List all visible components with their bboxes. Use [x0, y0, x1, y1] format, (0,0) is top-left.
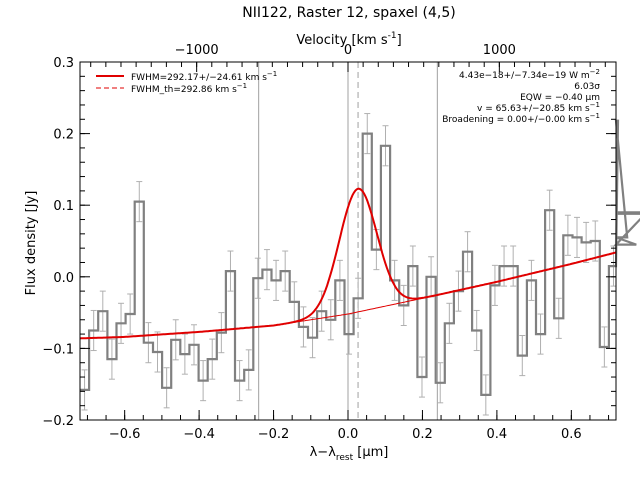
y-axis-label: Flux density [Jy] — [24, 191, 39, 296]
annotation-0: 4.43e−18+/−7.34e−19 W m−2 — [459, 68, 600, 81]
legend-label-0-text: FWHM=292.17+/−24.61 km s — [131, 73, 267, 83]
top-axis-label: Velocity [km s-1] — [296, 31, 401, 48]
x-axis-label: λ−λrest [μm] — [310, 445, 389, 463]
annotation-1-text: 6.03σ — [574, 82, 600, 92]
top-axis-label-close: ] — [397, 33, 402, 48]
annotation-0-text: 4.43e−18+/−7.34e−19 W m — [459, 71, 590, 81]
legend-label-0-sup: −1 — [267, 70, 277, 78]
annotation-2-text: EQW = −0.40 μm — [520, 93, 600, 103]
top-tick-label: 1000 — [483, 43, 516, 58]
y-tick-label: 0.0 — [53, 271, 74, 286]
x-tick-label: 0.4 — [487, 427, 508, 442]
x-tick-label: −0.4 — [183, 427, 215, 442]
y-tick-label: −0.1 — [42, 342, 74, 357]
top-axis-label-text: Velocity [km s — [296, 33, 388, 48]
fit-curves — [79, 187, 617, 340]
y-tick-label: −0.2 — [42, 414, 74, 429]
legend-label-0: FWHM=292.17+/−24.61 km s−1 — [131, 70, 277, 83]
fit-curve — [79, 187, 617, 340]
annotation-4-text: Broadening = 0.00+/−0.00 km s — [442, 115, 590, 125]
y-tick-label: 0.1 — [53, 199, 74, 214]
x-tick-label: 0.2 — [412, 427, 433, 442]
legend: FWHM=292.17+/−24.61 km s−1FWHM_th=292.86… — [96, 70, 277, 95]
annotation-4-sup: −1 — [590, 112, 600, 120]
axes: −0.6 −0.4 −0.2 0.0 0.2 0.4 0.6 −0.2 −0.1 0.0 0.1 0.… — [42, 43, 617, 442]
x-tick-label: −0.6 — [109, 427, 141, 442]
legend-label-1-text: FWHM_th=292.86 km s — [131, 85, 237, 95]
x-axis-label-text: λ−λ — [310, 445, 337, 460]
y-tick-label: 0.2 — [53, 128, 74, 143]
x-tick-label: 0.0 — [338, 427, 359, 442]
top-tick-label: −1000 — [175, 43, 219, 58]
legend-label-1-sup: −1 — [237, 82, 247, 90]
y-tick-label: 0.3 — [53, 56, 74, 71]
annotation-4: Broadening = 0.00+/−0.00 km s−1 — [442, 112, 600, 125]
annotation-0-sup: −2 — [590, 68, 600, 76]
annotation-2: EQW = −0.40 μm — [520, 93, 600, 103]
top-axis-label-sup: -1 — [388, 31, 397, 41]
annotation-3-text: v = 65.63+/−20.85 km s — [477, 104, 590, 114]
top-tick-label: 0 — [344, 43, 352, 58]
annotation-1: 6.03σ — [574, 82, 600, 92]
x-tick-label: 0.6 — [561, 427, 582, 442]
chart-title: NII122, Raster 12, spaxel (4,5) — [242, 5, 455, 21]
spectrum — [80, 119, 640, 396]
legend-label-1: FWHM_th=292.86 km s−1 — [131, 82, 247, 95]
x-axis-label-sub: rest — [336, 453, 354, 463]
spectrum-histogram — [80, 119, 640, 396]
x-tick-label: −0.2 — [258, 427, 290, 442]
reference-lines — [258, 62, 438, 420]
x-axis-label-unit: [μm] — [353, 445, 388, 460]
annotation-3: v = 65.63+/−20.85 km s−1 — [477, 101, 600, 114]
annotation-3-sup: −1 — [590, 101, 600, 109]
